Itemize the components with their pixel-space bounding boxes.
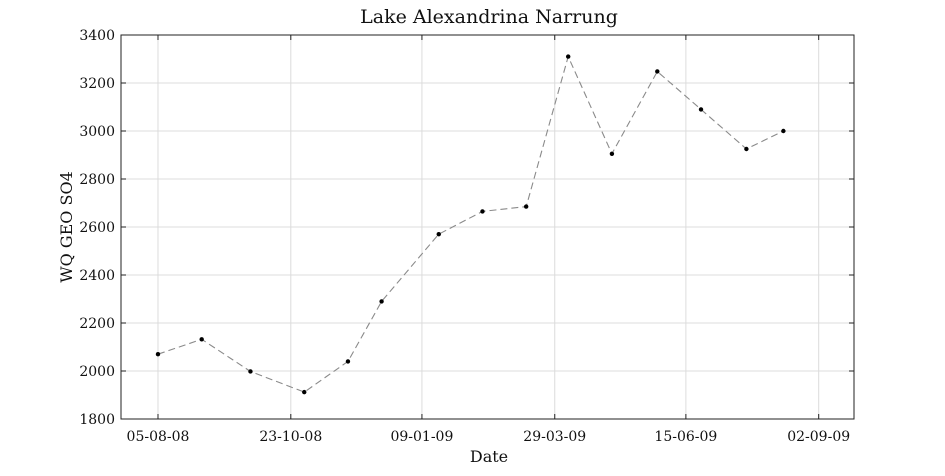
x-tick-label: 15-06-09	[654, 429, 717, 445]
data-point	[655, 69, 660, 74]
x-tick-label: 23-10-08	[259, 429, 322, 445]
y-tick-label: 1800	[79, 412, 115, 428]
y-tick-label: 3200	[79, 76, 115, 92]
chart-title: Lake Alexandrina Narrung	[360, 6, 618, 28]
x-tick-label: 29-03-09	[523, 429, 586, 445]
data-point	[523, 204, 529, 209]
y-tick-label: 2400	[79, 268, 115, 284]
y-tick-label: 2600	[79, 220, 115, 236]
axis-ticks: 1800 2000 2200 2400 2600 2800 3000 3200 3400 05-0…	[79, 28, 854, 445]
x-tick-label: 02-09-09	[787, 429, 850, 445]
gridlines	[121, 34, 854, 420]
y-tick-label: 3000	[79, 124, 115, 140]
data-point	[345, 359, 351, 364]
series-group	[155, 54, 786, 395]
data-point	[781, 128, 786, 134]
y-tick-label: 2200	[79, 316, 115, 332]
data-point	[480, 209, 485, 214]
x-tick-label: 05-08-08	[127, 429, 190, 445]
y-tick-label: 3400	[79, 28, 115, 44]
data-point	[436, 232, 441, 237]
data-point	[565, 54, 571, 59]
y-tick-label: 2000	[79, 364, 115, 380]
y-axis-label: WQ GEO SO4	[57, 171, 76, 283]
series-line	[157, 54, 784, 393]
data-point	[248, 369, 253, 374]
data-point	[155, 352, 161, 357]
data-point	[609, 151, 615, 156]
x-axis-label: Date	[470, 447, 508, 466]
data-point	[379, 299, 384, 304]
data-point	[302, 389, 307, 395]
data-point	[199, 337, 204, 342]
data-point	[698, 107, 704, 112]
data-point	[744, 146, 749, 152]
x-tick-label: 09-01-09	[390, 429, 453, 445]
y-tick-label: 2800	[79, 172, 115, 188]
